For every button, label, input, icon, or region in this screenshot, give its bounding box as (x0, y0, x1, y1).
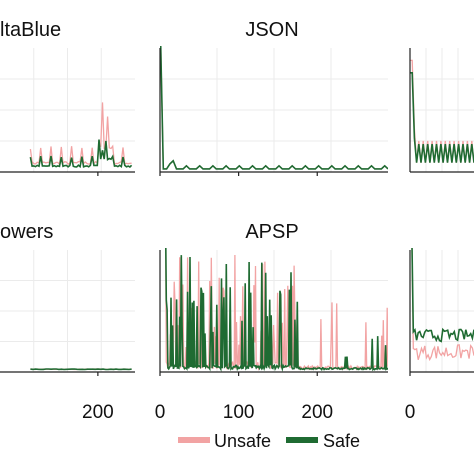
panel-bottom-left (0, 250, 135, 372)
x-tick-label: 0 (405, 402, 416, 423)
legend: Unsafe Safe (178, 431, 360, 451)
x-tick-label: 0 (155, 402, 166, 423)
panel-title: ltaBlue (0, 19, 61, 41)
series-line-unsafe (411, 248, 474, 362)
series-line-unsafe (29, 102, 132, 166)
series-line-safe (160, 46, 388, 170)
panel-bottom-right (410, 248, 474, 372)
panels: ltaBlue JSON 200 owers 0 100 200 APSP 0 (0, 19, 474, 423)
legend-label-unsafe: Unsafe (214, 431, 271, 451)
panel-title: APSP (245, 221, 298, 243)
series-line-safe (411, 248, 474, 343)
series-line-safe (410, 72, 474, 163)
panel-bottom-middle (160, 248, 388, 372)
x-tick-label: 200 (82, 402, 114, 423)
x-tick-label: 100 (223, 402, 255, 423)
panel-title: JSON (245, 19, 298, 41)
series-line-safe (29, 139, 133, 169)
x-tick-label: 200 (301, 402, 333, 423)
series-line-safe (165, 248, 388, 372)
panel-title: owers (0, 221, 53, 243)
panel-top-left (0, 48, 135, 172)
legend-label-safe: Safe (323, 431, 360, 451)
panel-top-right (410, 48, 474, 172)
series-line-safe (30, 368, 132, 371)
panel-top-middle (160, 46, 388, 172)
